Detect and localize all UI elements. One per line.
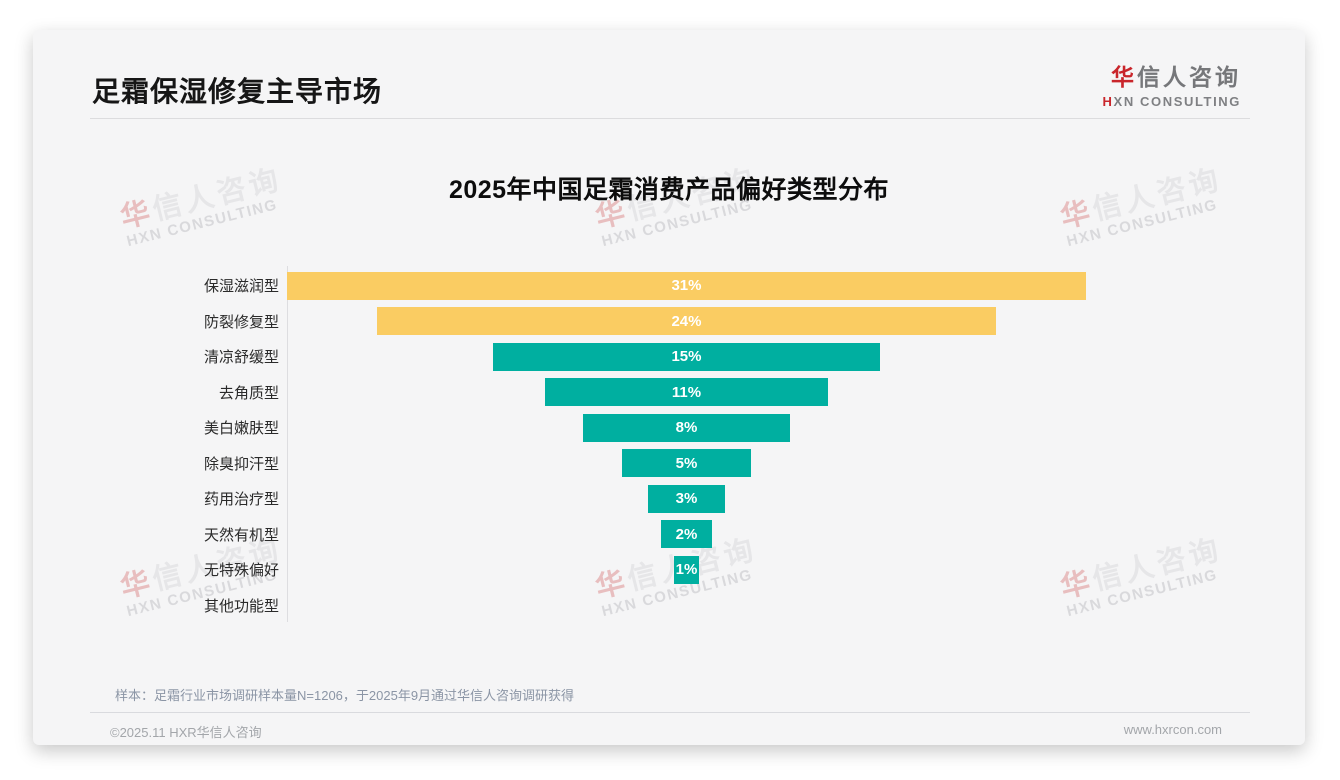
bar-value-label: 8% — [675, 419, 698, 436]
header-divider — [90, 118, 1250, 119]
bar-area: 5% — [287, 446, 1305, 482]
bar-value-label: 2% — [675, 525, 698, 543]
chart-row: 去角质型 11% — [33, 375, 1305, 411]
chart-row: 保湿滋润型 31% — [33, 268, 1305, 304]
category-label: 除臭抑汗型 — [203, 455, 279, 473]
bar-area: 11% — [287, 375, 1305, 411]
bar-area: 8% — [287, 410, 1305, 446]
bar: 8% — [583, 413, 790, 442]
bar-area: 2% — [287, 517, 1305, 553]
chart-row: 除臭抑汗型 5% — [33, 446, 1305, 482]
bar: 2% — [660, 520, 713, 548]
bar-value-label: 24% — [671, 312, 702, 330]
bar-area: 1% — [287, 552, 1305, 588]
chart-axis-line — [287, 266, 288, 622]
chart-row: 防裂修复型 24% — [33, 304, 1305, 340]
footer: ©2025.11 HXR华信人咨询 www.hxrcon.com — [110, 722, 1222, 741]
category-label: 防裂修复型 — [203, 313, 279, 331]
bar: 24% — [377, 307, 996, 335]
chart-row: 药用治疗型 3% — [33, 481, 1305, 517]
slide-card: 华信人咨询 HXN CONSULTING 华信人咨询 HXN CONSULTIN… — [33, 30, 1305, 745]
chart-row: 清凉舒缓型 15% — [33, 339, 1305, 375]
category-label: 去角质型 — [218, 384, 279, 402]
category-label: 清凉舒缓型 — [203, 349, 279, 367]
category-label: 美白嫩肤型 — [203, 420, 279, 438]
bar: 11% — [544, 378, 829, 406]
logo-zh-text: 华信人咨询 — [1111, 64, 1241, 90]
bar-value-label: 15% — [671, 348, 702, 365]
bar-value-label: 1% — [675, 561, 698, 578]
bar-area: 31% — [287, 268, 1305, 304]
bar: 3% — [647, 484, 726, 513]
category-label: 无特殊偏好 — [203, 562, 279, 580]
chart-row: 天然有机型 2% — [33, 517, 1305, 553]
chart-title: 2025年中国足霜消费产品偏好类型分布 — [448, 176, 890, 204]
bar-area — [287, 588, 1305, 624]
bar-value-label: 31% — [671, 277, 702, 294]
category-label: 药用治疗型 — [203, 491, 279, 509]
page-title: 足霜保湿修复主导市场 — [92, 76, 383, 107]
bar-value-label: 5% — [675, 454, 698, 472]
bar: 5% — [622, 449, 751, 477]
category-label: 天然有机型 — [203, 526, 279, 544]
chart-area: 保湿滋润型 31% 防裂修复型 24% 清凉舒缓型 15% 去角质型 11% 美白嫩肤型 8% 除臭… — [33, 268, 1305, 623]
chart-row: 无特殊偏好 1% — [33, 552, 1305, 588]
bar: 31% — [287, 271, 1086, 300]
bar-value-label: 11% — [671, 383, 702, 401]
website-url: www.hxrcon.com — [1123, 722, 1222, 737]
chart-row: 其他功能型 — [33, 588, 1305, 624]
bar-area: 15% — [287, 339, 1305, 375]
sample-footnote: 样本：足霜行业市场调研样本量N=1206，于2025年9月通过华信人咨询调研获得 — [115, 688, 575, 703]
logo-en-text: HXN CONSULTING — [1102, 94, 1241, 109]
category-label: 保湿滋润型 — [203, 278, 279, 296]
chart-row: 美白嫩肤型 8% — [33, 410, 1305, 446]
bar: 15% — [493, 342, 880, 371]
bar-value-label: 3% — [675, 490, 698, 507]
copyright-text: ©2025.11 HXR华信人咨询 — [110, 725, 262, 740]
bar-area: 3% — [287, 481, 1305, 517]
footer-divider — [90, 712, 1250, 713]
company-logo: 华信人咨询 HXN CONSULTING — [1103, 58, 1241, 109]
category-label: 其他功能型 — [203, 597, 279, 615]
bar-area: 24% — [287, 304, 1305, 340]
bar: 1% — [673, 555, 700, 584]
